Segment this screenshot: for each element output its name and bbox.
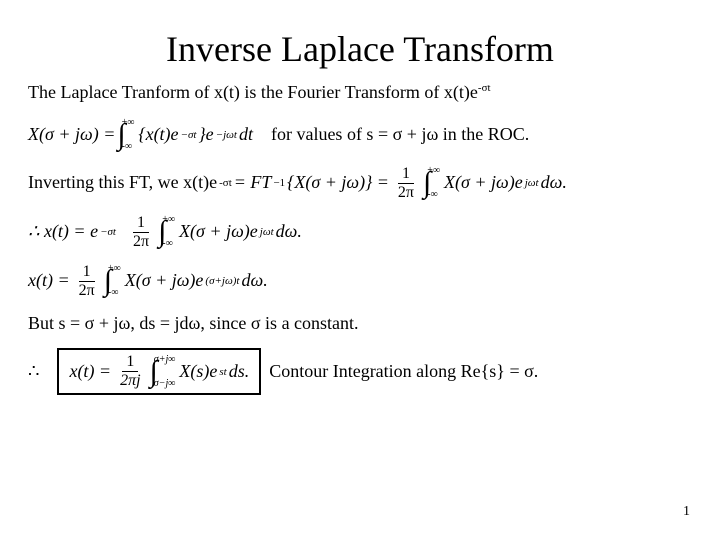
- frac-den: 2π: [75, 282, 99, 299]
- line3-b: = FT: [234, 172, 272, 194]
- line3-a: Inverting this FT, we x(t)e: [28, 172, 217, 194]
- integral-icon: ∫: [158, 220, 166, 244]
- box-body-b: ds.: [229, 361, 250, 383]
- eq2-body-b: dω.: [541, 172, 567, 194]
- eq3-body-b: dω.: [276, 221, 302, 243]
- eq1-body-c: dt: [239, 124, 253, 146]
- therefore: ∴: [28, 361, 39, 383]
- frac1-num: 1: [398, 166, 414, 184]
- line1-text: The Laplace Tranform of x(t) is the Four…: [28, 82, 478, 102]
- frac2-num: 1: [122, 354, 138, 372]
- frac2-den: 2πj: [116, 372, 144, 389]
- line-1: The Laplace Tranform of x(t) is the Four…: [28, 82, 692, 104]
- line5-pre: x(t) =: [28, 270, 70, 292]
- line-6: But s = σ + jω, ds = jdω, since σ is a c…: [28, 313, 692, 335]
- equation-1: X(σ + jω) = ∫ +∞-∞ {x(t)e−σt }e−jωt dt f…: [28, 118, 692, 152]
- line1-sup: -σt: [478, 82, 491, 94]
- equation-final: ∴ x(t) = 12πj ∫ σ+j∞σ−j∞ X(s)est ds. Con…: [28, 348, 692, 395]
- frac-num: 1: [133, 215, 149, 233]
- frac-num: 1: [79, 264, 95, 282]
- eq3-body-a: X(σ + jω)e: [179, 221, 258, 243]
- box-body-a: X(s)e: [179, 361, 217, 383]
- equation-4: x(t) = 12π ∫ +∞-∞ X(σ + jω)e(σ+jω)t dω.: [28, 264, 692, 299]
- page-title: Inverse Laplace Transform: [0, 0, 720, 82]
- eq2-body-a: X(σ + jω)e: [444, 172, 523, 194]
- line3-c: {X(σ + jω)} =: [287, 172, 389, 194]
- slide-content: The Laplace Tranform of x(t) is the Four…: [0, 82, 720, 395]
- eq1-lhs: X(σ + jω) =: [28, 124, 115, 146]
- eq4-body-a: X(σ + jω)e: [125, 270, 204, 292]
- eq1-body-b: }e: [198, 124, 213, 146]
- frac-den: 2π: [129, 233, 153, 250]
- equation-3: ∴ x(t) = e−σt 12π ∫ +∞-∞ X(σ + jω)ejωt d…: [28, 215, 692, 250]
- eq1-body-a: {x(t)e: [138, 124, 178, 146]
- line-3: Inverting this FT, we x(t)e-σt = FT−1 {X…: [28, 166, 692, 201]
- frac1-den: 2π: [394, 184, 418, 201]
- line7-tail: Contour Integration along Re{s} = σ.: [269, 361, 538, 383]
- eq1-tail: for values of s = σ + jω in the ROC.: [271, 124, 529, 146]
- integral-icon: ∫: [150, 360, 158, 384]
- page-number: 1: [683, 504, 690, 520]
- integral-icon: ∫: [423, 171, 431, 195]
- eq4-body-b: dω.: [241, 270, 267, 292]
- boxed-result: x(t) = 12πj ∫ σ+j∞σ−j∞ X(s)est ds.: [57, 348, 261, 395]
- integral-icon: ∫: [104, 269, 112, 293]
- line4-pre: ∴ x(t) = e: [28, 221, 98, 243]
- box-lhs: x(t) =: [69, 361, 111, 383]
- integral-icon: ∫: [117, 123, 125, 147]
